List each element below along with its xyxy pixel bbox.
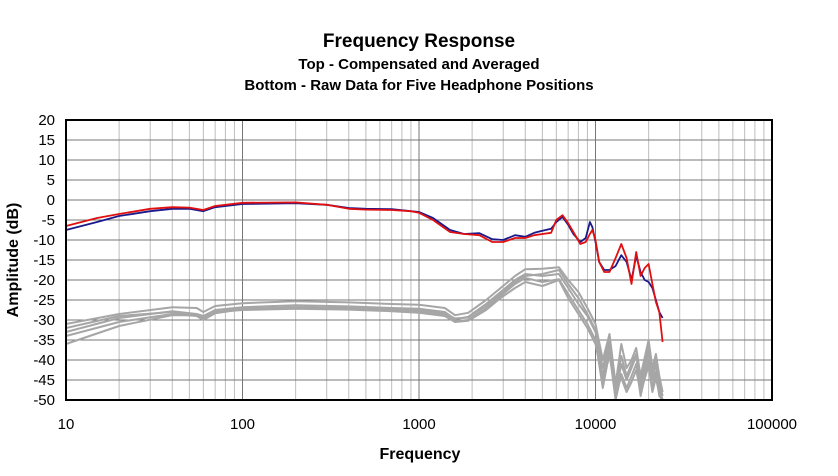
y-tick-label: 5 xyxy=(47,172,55,189)
plot-frame xyxy=(65,119,773,401)
x-tick-label: 10000 xyxy=(575,416,617,433)
chart-subtitle-top: Top - Compensated and Averaged xyxy=(298,56,540,73)
y-tick-label: -40 xyxy=(33,352,55,369)
y-tick-label: 0 xyxy=(47,192,55,209)
series-group xyxy=(65,201,664,401)
series-line-compensated-right xyxy=(65,201,664,343)
chart-subtitle-bottom: Bottom - Raw Data for Five Headphone Pos… xyxy=(244,77,594,94)
x-tick-label: 100 xyxy=(230,416,255,433)
y-tick-label: -15 xyxy=(33,252,55,269)
x-tick-label: 100000 xyxy=(747,416,797,433)
x-tick-label: 1000 xyxy=(402,416,435,433)
y-tick-label: -10 xyxy=(33,232,55,249)
chart-title: Frequency Response xyxy=(322,31,516,52)
y-tick-label: -45 xyxy=(33,372,55,389)
y-tick-label: -50 xyxy=(33,392,55,409)
x-tick-labels: 10 100 1000 10000 100000 xyxy=(58,416,797,433)
y-tick-label: -30 xyxy=(33,312,55,329)
y-tick-label: -25 xyxy=(33,292,55,309)
x-axis-label: Frequency xyxy=(380,446,461,463)
y-axis-label: Amplitude (dB) xyxy=(5,203,22,318)
series-line-raw-position-1 xyxy=(65,266,664,393)
series-line-raw-position-5 xyxy=(65,269,664,397)
grid xyxy=(65,119,772,401)
y-tick-label: -5 xyxy=(42,212,55,229)
y-tick-labels: 20 15 10 5 0 -5 -10 -15 -20 -25 -30 -35 -40 -45 -50 xyxy=(33,112,55,409)
y-tick-label: 20 xyxy=(38,112,55,129)
x-tick-label: 10 xyxy=(58,416,75,433)
y-tick-label: 10 xyxy=(38,152,55,169)
y-tick-label: 15 xyxy=(38,132,55,149)
series-line-raw-position-2 xyxy=(65,273,664,401)
y-tick-label: -35 xyxy=(33,332,55,349)
y-tick-label: -20 xyxy=(33,272,55,289)
series-line-raw-position-4 xyxy=(65,279,664,401)
